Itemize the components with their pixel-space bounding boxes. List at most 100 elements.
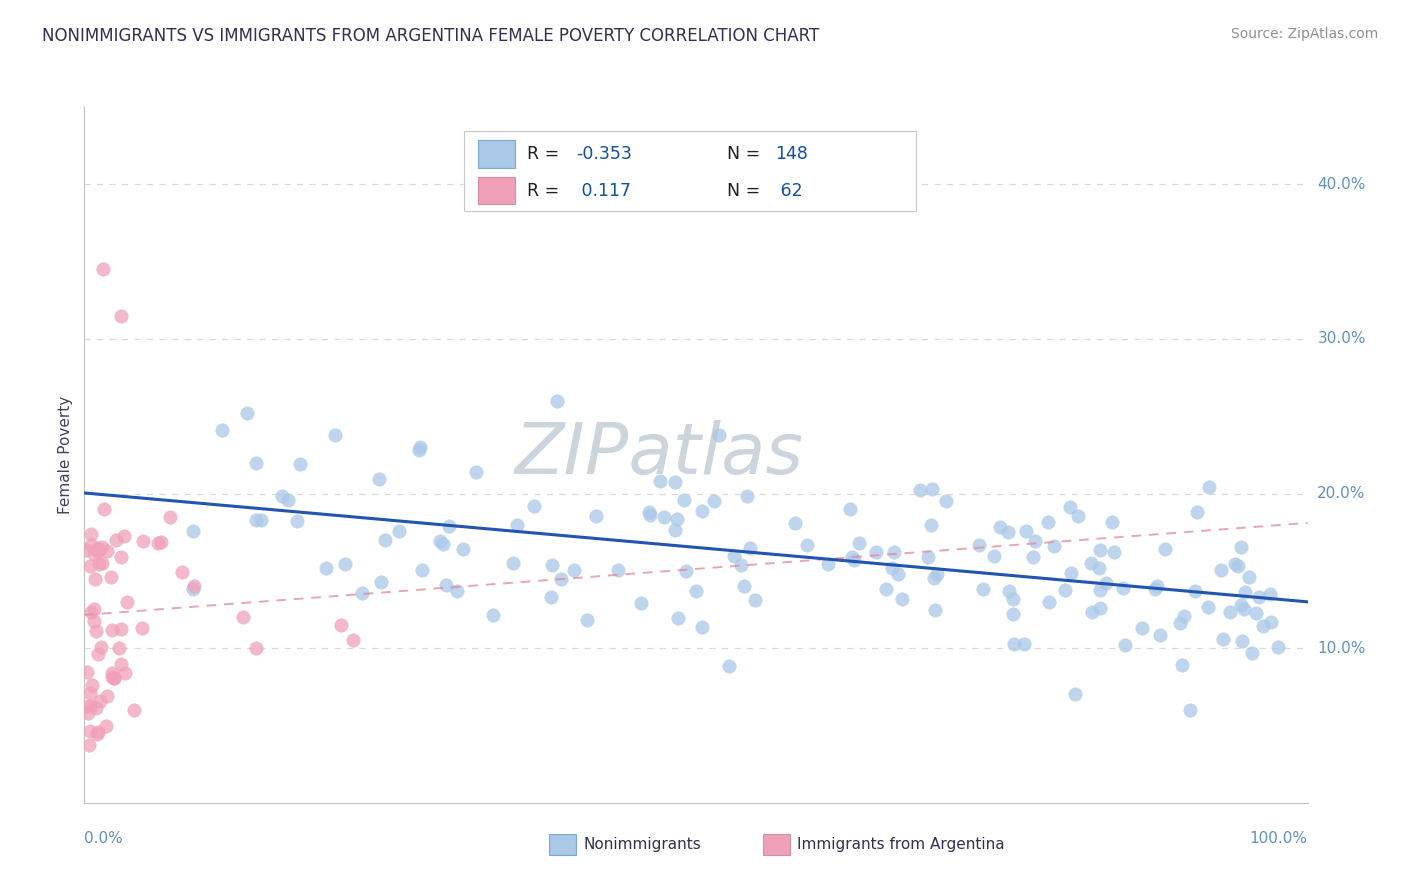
Point xyxy=(891,592,914,607)
Point xyxy=(1258,587,1281,601)
Text: Immigrants from Argentina: Immigrants from Argentina xyxy=(797,837,1005,852)
Point xyxy=(1012,637,1035,651)
Point xyxy=(1237,570,1260,584)
Point xyxy=(80,538,103,552)
Point xyxy=(1101,515,1123,529)
Point xyxy=(1036,515,1059,529)
Point xyxy=(150,535,173,549)
Point xyxy=(723,549,745,563)
Point xyxy=(285,514,308,528)
Point xyxy=(997,584,1019,599)
Point xyxy=(451,541,474,556)
Point xyxy=(96,689,118,703)
Point xyxy=(988,520,1011,534)
Text: NONIMMIGRANTS VS IMMIGRANTS FROM ARGENTINA FEMALE POVERTY CORRELATION CHART: NONIMMIGRANTS VS IMMIGRANTS FROM ARGENTI… xyxy=(42,27,820,45)
Point xyxy=(110,657,132,671)
Point xyxy=(1198,480,1220,494)
Point xyxy=(785,516,807,530)
Point xyxy=(271,489,294,503)
Point xyxy=(245,641,267,656)
Point xyxy=(146,536,169,550)
Point xyxy=(172,565,194,579)
Point xyxy=(437,518,460,533)
Point xyxy=(983,549,1005,564)
Point xyxy=(86,542,108,557)
Point xyxy=(1173,608,1195,623)
Point xyxy=(446,583,468,598)
Point xyxy=(969,538,991,552)
Point xyxy=(1185,505,1208,519)
Point xyxy=(79,559,101,574)
Text: 10.0%: 10.0% xyxy=(1317,640,1365,656)
Y-axis label: Female Poverty: Female Poverty xyxy=(58,396,73,514)
Point xyxy=(1002,591,1025,606)
Point xyxy=(89,557,111,571)
Point xyxy=(1251,619,1274,633)
Point xyxy=(685,584,707,599)
Point xyxy=(648,474,671,488)
Point xyxy=(690,620,713,634)
Bar xyxy=(763,834,790,855)
Point xyxy=(638,505,661,519)
Point xyxy=(1043,539,1066,553)
Bar xyxy=(478,140,515,169)
Point xyxy=(481,608,503,623)
Text: N =: N = xyxy=(727,182,765,200)
Point xyxy=(374,533,396,547)
Point xyxy=(935,494,957,508)
Point xyxy=(100,569,122,583)
Point xyxy=(245,513,267,527)
Point xyxy=(908,483,931,497)
Point xyxy=(86,727,108,741)
Point xyxy=(183,579,205,593)
Point xyxy=(277,492,299,507)
Point xyxy=(1015,524,1038,538)
Point xyxy=(342,633,364,648)
Text: N =: N = xyxy=(727,145,765,163)
Point xyxy=(183,524,205,539)
Point xyxy=(1244,606,1267,620)
Point xyxy=(110,622,132,636)
Point xyxy=(1059,500,1081,514)
Point xyxy=(434,578,457,592)
Point xyxy=(865,545,887,559)
Point xyxy=(115,595,138,609)
Point xyxy=(1060,566,1083,580)
Point xyxy=(370,574,392,589)
Point xyxy=(108,640,131,655)
Point xyxy=(1095,575,1118,590)
Text: R =: R = xyxy=(527,145,565,163)
Point xyxy=(77,739,100,753)
Point xyxy=(972,582,994,597)
Point xyxy=(997,524,1019,539)
Point xyxy=(707,428,730,442)
Point xyxy=(1234,584,1257,599)
Point xyxy=(540,558,562,573)
Point xyxy=(1064,687,1087,701)
Point xyxy=(1230,541,1253,555)
Point xyxy=(675,564,697,578)
Point xyxy=(87,725,110,739)
Point xyxy=(1088,583,1111,598)
Point xyxy=(1212,632,1234,646)
Point xyxy=(523,499,546,513)
Point xyxy=(652,510,675,524)
Point xyxy=(101,670,124,684)
Bar xyxy=(550,834,576,855)
Point xyxy=(673,492,696,507)
Point xyxy=(1219,606,1241,620)
Point xyxy=(664,524,686,538)
Point xyxy=(875,582,897,596)
Point xyxy=(103,671,125,685)
Point xyxy=(839,502,862,516)
Point xyxy=(664,475,686,489)
Point xyxy=(232,610,254,624)
Point xyxy=(1178,703,1201,717)
Point xyxy=(80,527,103,541)
Point xyxy=(87,647,110,661)
Point xyxy=(506,518,529,533)
Text: 20.0%: 20.0% xyxy=(1317,486,1365,501)
Point xyxy=(924,603,946,617)
Point xyxy=(717,659,740,673)
Point xyxy=(1114,638,1136,652)
